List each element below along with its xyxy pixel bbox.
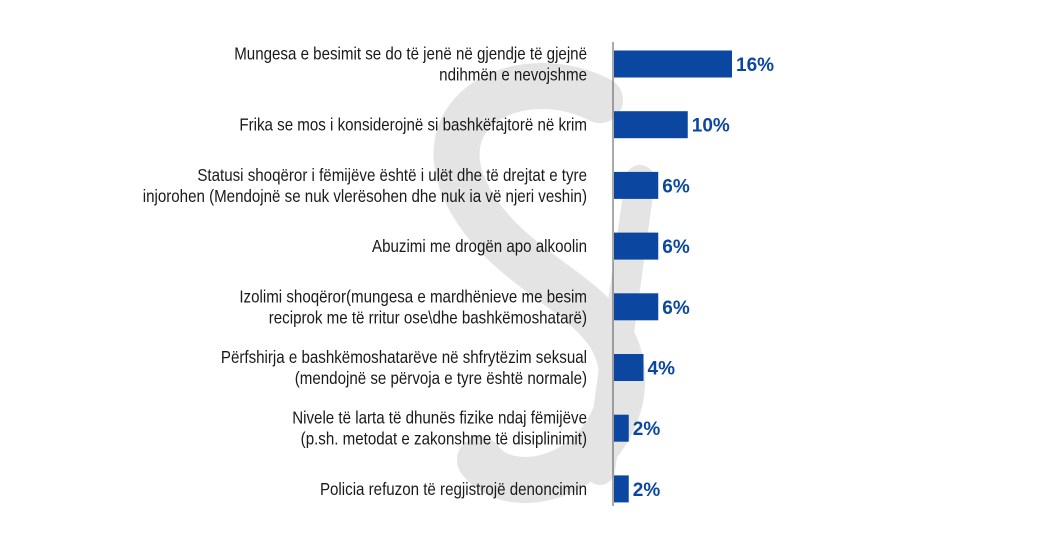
category-label: Përfshirja e bashkëmoshatarëve në shfryt… (221, 347, 587, 368)
category-label: Policia refuzon të regjistrojë denoncimi… (320, 479, 587, 500)
category-label: Frika se mos i konsiderojnë si bashkëfaj… (239, 114, 587, 135)
data-label: 6% (662, 298, 690, 319)
bar (614, 354, 644, 381)
data-label: 6% (662, 237, 690, 258)
bar (614, 50, 732, 78)
category-label: Mungesa e besimit se do të jenë në gjend… (234, 43, 587, 64)
watermark-logo (433, 63, 655, 503)
category-label: reciprok me të rritur ose\dhe bashkëmosh… (269, 307, 587, 328)
bar (614, 111, 688, 139)
data-label: 2% (633, 480, 661, 501)
bar (614, 232, 659, 260)
category-label: Statusi shoqëror i fëmijëve është i ulët… (197, 165, 587, 186)
data-label: 10% (692, 116, 730, 137)
data-label: 6% (662, 176, 690, 197)
category-label: Nivele të larta të dhunës fizike ndaj fë… (292, 407, 587, 428)
category-label: Izolimi shoqëror(mungesa e mardhënieve m… (239, 286, 587, 307)
bar (614, 475, 629, 503)
category-label: ndihmën e nevojshme (439, 64, 587, 85)
bar (614, 414, 629, 442)
bar (614, 293, 659, 321)
category-label: Abuzimi me drogën apo alkoolin (372, 236, 587, 257)
bar (614, 171, 659, 199)
category-label: injorohen (Mendojnë se nuk vlerësohen dh… (143, 186, 587, 207)
category-label: (mendojnë se përvoja e tyre është normal… (295, 368, 587, 389)
data-label: 2% (633, 419, 661, 440)
data-label: 16% (736, 55, 774, 76)
category-label: (p.sh. metodat e zakonshme të disiplinim… (301, 428, 587, 449)
data-label: 4% (648, 359, 676, 380)
